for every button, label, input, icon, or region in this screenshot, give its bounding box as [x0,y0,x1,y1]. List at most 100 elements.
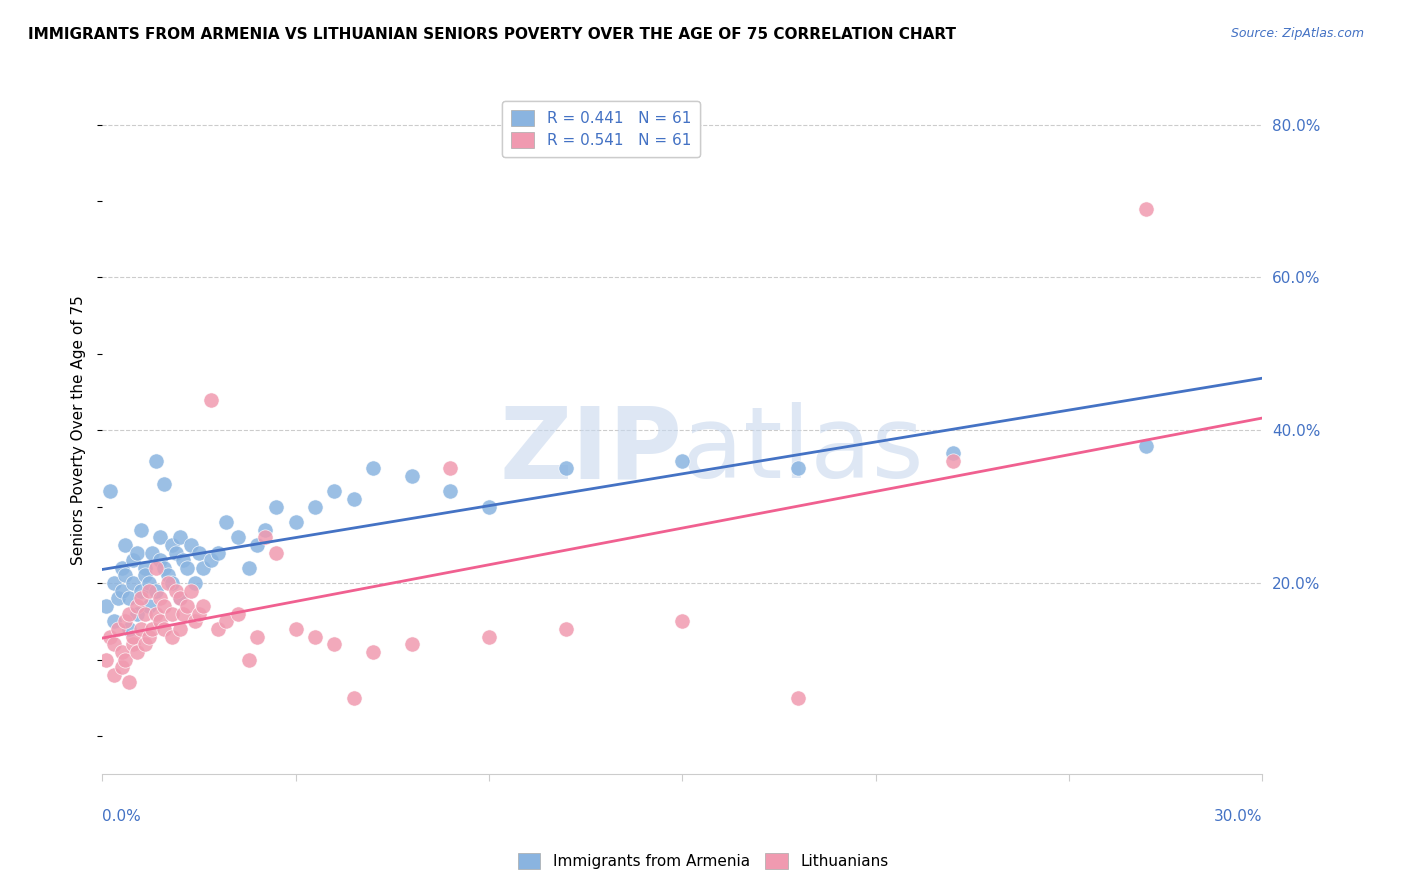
Point [129,523,152,537]
Point [361,645,384,659]
Point [153,599,176,613]
Point [134,568,156,582]
Point [1135,438,1157,452]
Point [284,622,307,636]
Point [184,615,207,629]
Point [138,599,160,613]
Point [110,645,132,659]
Point [118,675,141,690]
Point [304,630,326,644]
Point [134,607,156,621]
Point [191,561,214,575]
Point [176,599,198,613]
Point [149,553,172,567]
Point [361,461,384,475]
Point [304,500,326,514]
Point [401,637,423,651]
Point [172,607,194,621]
Point [555,622,578,636]
Point [323,637,346,651]
Point [238,652,260,666]
Point [165,583,187,598]
Point [264,545,287,559]
Point [107,591,129,606]
Point [215,515,238,529]
Point [342,491,364,506]
Point [246,538,269,552]
Point [787,461,810,475]
Point [118,622,141,636]
Point [138,630,160,644]
Point [114,568,136,582]
Point [160,576,183,591]
Point [160,607,183,621]
Point [114,538,136,552]
Text: atlas: atlas [682,402,924,500]
Point [342,690,364,705]
Point [165,545,187,559]
Point [1135,202,1157,216]
Point [253,523,276,537]
Point [138,583,160,598]
Point [180,583,202,598]
Point [176,561,198,575]
Point [169,591,191,606]
Text: IMMIGRANTS FROM ARMENIA VS LITHUANIAN SENIORS POVERTY OVER THE AGE OF 75 CORRELA: IMMIGRANTS FROM ARMENIA VS LITHUANIAN SE… [28,27,956,42]
Point [149,530,172,544]
Legend: R = 0.441   N = 61, R = 0.541   N = 61: R = 0.441 N = 61, R = 0.541 N = 61 [502,101,700,157]
Point [160,630,183,644]
Text: Source: ZipAtlas.com: Source: ZipAtlas.com [1230,27,1364,40]
Point [238,561,260,575]
Point [200,553,222,567]
Point [215,615,238,629]
Point [156,568,179,582]
Point [191,599,214,613]
Point [125,599,148,613]
Point [110,583,132,598]
Point [118,591,141,606]
Point [323,484,346,499]
Point [94,652,117,666]
Point [125,645,148,659]
Point [94,599,117,613]
Point [200,392,222,407]
Point [103,615,125,629]
Point [169,530,191,544]
Point [134,561,156,575]
Text: 30.0%: 30.0% [1213,808,1263,823]
Point [942,454,965,468]
Point [153,561,176,575]
Point [129,622,152,636]
Point [180,538,202,552]
Point [787,690,810,705]
Point [942,446,965,460]
Point [169,622,191,636]
Point [114,615,136,629]
Point [478,500,501,514]
Point [129,591,152,606]
Point [110,561,132,575]
Point [145,561,167,575]
Point [172,553,194,567]
Point [226,607,249,621]
Y-axis label: Seniors Poverty Over the Age of 75: Seniors Poverty Over the Age of 75 [72,295,86,566]
Point [114,652,136,666]
Point [439,461,461,475]
Point [122,576,145,591]
Point [98,630,121,644]
Legend: Immigrants from Armenia, Lithuanians: Immigrants from Armenia, Lithuanians [512,847,894,875]
Text: ZIP: ZIP [499,402,682,500]
Point [149,591,172,606]
Point [118,607,141,621]
Point [103,637,125,651]
Point [125,545,148,559]
Point [141,545,163,559]
Point [145,583,167,598]
Point [671,454,693,468]
Point [439,484,461,499]
Point [138,576,160,591]
Point [110,660,132,674]
Point [169,591,191,606]
Point [122,553,145,567]
Point [122,630,145,644]
